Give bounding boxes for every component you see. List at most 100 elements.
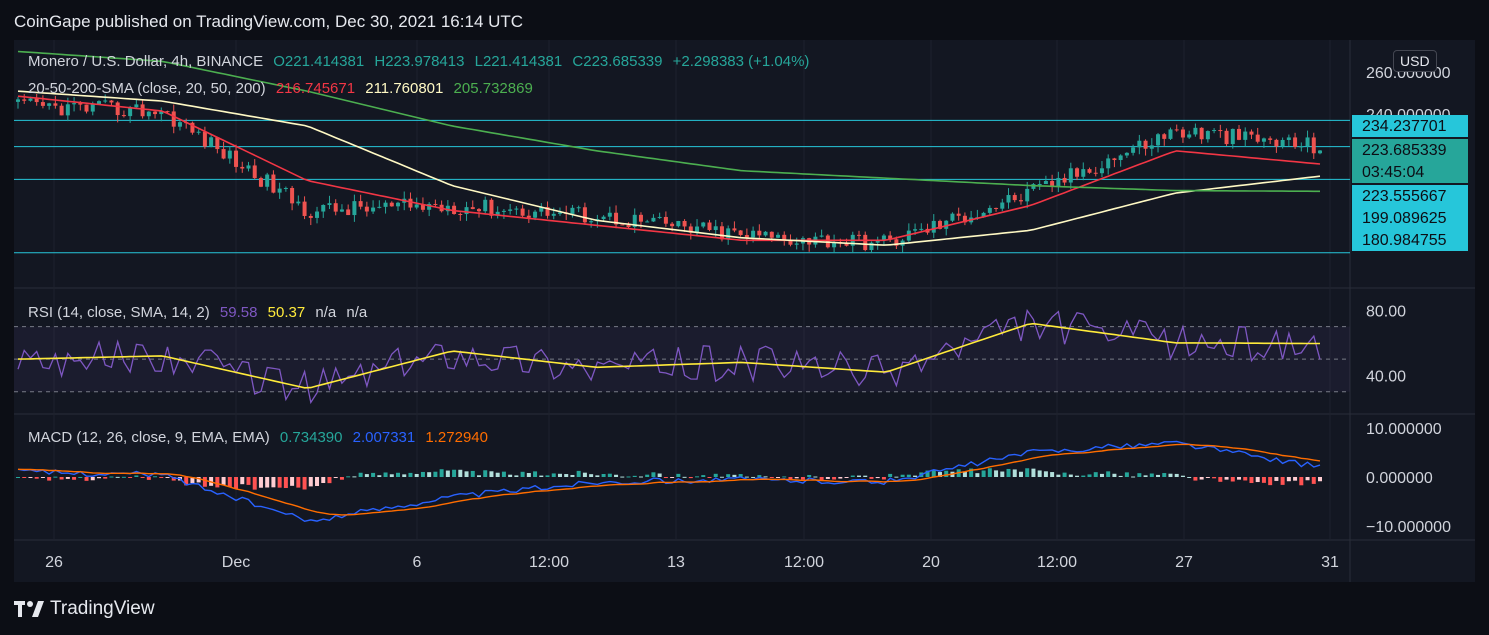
chart-frame[interactable]: 260.000000240.000000234.237701223.685339… [14, 40, 1475, 582]
macd-histogram-bar [987, 468, 992, 477]
macd-histogram-bar [333, 477, 338, 479]
x-axis-tick-31: 31 [1321, 554, 1339, 571]
macd-histogram-bar [308, 477, 313, 487]
candle-body [1025, 188, 1030, 202]
sma50-line [17, 90, 1321, 246]
candle-body [458, 214, 463, 216]
candle-body [707, 222, 712, 231]
macd-histogram-bar [1180, 475, 1185, 477]
candle-body [1318, 150, 1322, 154]
macd-histogram-bar [495, 472, 500, 477]
rsi-line [17, 308, 1321, 405]
macd-histogram-bar [1299, 477, 1304, 486]
price-legend: Monero / U.S. Dollar, 4h, BINANCE O221.4… [28, 53, 815, 70]
macd-histogram-bar [1205, 477, 1210, 478]
macd-histogram-bar [1174, 473, 1179, 477]
macd-histogram-bar [800, 477, 805, 480]
macd-histogram-bar [115, 476, 120, 478]
level-label-223-bg [1352, 185, 1468, 207]
macd-histogram-bar [969, 468, 974, 477]
candle-body [296, 201, 301, 204]
macd-histogram-bar [1268, 477, 1273, 486]
candle-body [520, 208, 525, 216]
level-label-223: 223.555667 [1362, 188, 1447, 205]
candle-body [626, 224, 631, 227]
macd-line [17, 440, 1321, 523]
candle-body [53, 103, 58, 106]
candle-body [221, 149, 226, 159]
macd-histogram-bar [265, 477, 270, 488]
macd-histogram-bar [1025, 468, 1030, 477]
candle-body [121, 115, 126, 117]
candle-body [420, 204, 425, 210]
macd-histogram-bar [202, 477, 207, 487]
candle-body [688, 226, 693, 233]
candle-body [1299, 146, 1304, 148]
sma-legend: 20-50-200-SMA (close, 20, 50, 200) 216.7… [28, 80, 539, 97]
macd-histogram-bar [1137, 473, 1142, 477]
macd-histogram-bar [315, 477, 320, 486]
candle-body [476, 209, 481, 212]
candle-body [757, 230, 762, 236]
macd-histogram-bar [72, 477, 77, 480]
macd-histogram-bar [807, 474, 812, 477]
macd-histogram-bar [1286, 477, 1291, 482]
candle-body [59, 105, 64, 116]
candle-body [1018, 200, 1023, 202]
candle-body [202, 131, 207, 147]
rsi-legend: RSI (14, close, SMA, 14, 2) 59.58 50.37 … [28, 304, 373, 321]
candle-body [987, 207, 992, 213]
candle-body [638, 214, 643, 222]
macd-signal-line [17, 443, 1321, 516]
candle-body [1168, 129, 1173, 139]
candle-body [1293, 137, 1298, 147]
candle-body [246, 165, 251, 169]
candle-body [545, 207, 550, 216]
macd-histogram-bar [190, 477, 195, 484]
candle-body [744, 234, 749, 238]
candle-body [377, 206, 382, 208]
macd-histogram-bar [657, 473, 662, 477]
countdown-label: 03:45:04 [1362, 164, 1424, 181]
macd-histogram-bar [327, 477, 332, 484]
x-axis-tick-6: 6 [413, 554, 422, 571]
macd-histogram-bar [65, 477, 70, 479]
candle-body [863, 234, 868, 251]
macd-histogram-bar [589, 474, 594, 477]
macd-histogram-bar [545, 475, 550, 477]
chart-svg[interactable]: 260.000000240.000000234.237701223.685339… [14, 40, 1475, 582]
candle-body [931, 220, 936, 233]
macd-histogram-bar [358, 472, 363, 477]
candle-body [1174, 129, 1179, 131]
currency-button[interactable]: USD [1393, 50, 1437, 72]
candle-body [732, 228, 737, 231]
candle-body [22, 99, 27, 101]
candle-body [90, 104, 95, 112]
macd-label: MACD (12, 26, close, 9, EMA, EMA) [28, 429, 270, 446]
macd-histogram-bar [165, 477, 170, 478]
candle-body [134, 104, 139, 108]
macd-histogram-bar [539, 475, 544, 477]
candle-body [657, 216, 662, 218]
macd-histogram-bar [458, 469, 463, 477]
macd-histogram-bar [526, 473, 531, 477]
macd-histogram-bar [701, 475, 706, 477]
macd-histogram-bar [844, 477, 849, 478]
candle-body [514, 208, 519, 210]
macd-histogram-bar [121, 476, 126, 478]
candle-body [894, 239, 899, 246]
candle-body [1305, 137, 1310, 147]
macd-histogram-bar [981, 470, 986, 477]
candle-body [1249, 131, 1254, 135]
candle-body [283, 187, 288, 189]
macd-histogram-bar [420, 471, 425, 477]
sma-label: 20-50-200-SMA (close, 20, 50, 200) [28, 80, 266, 97]
candle-body [794, 243, 799, 245]
macd-histogram-bar [533, 471, 538, 477]
macd-histogram-bar [476, 475, 481, 477]
macd-histogram-bar [90, 477, 95, 481]
macd-histogram-bar [215, 477, 220, 488]
candle-body [1193, 127, 1198, 135]
macd-signal-value: 1.272940 [425, 429, 488, 446]
macd-histogram-bar [283, 477, 288, 488]
